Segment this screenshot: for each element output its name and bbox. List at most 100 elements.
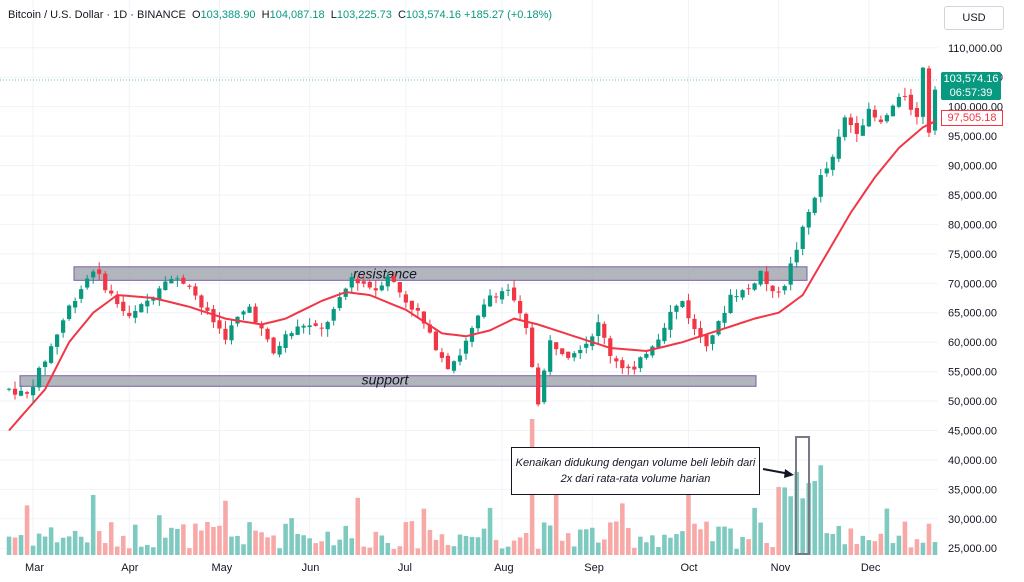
volume-bar — [481, 528, 487, 555]
candle — [151, 298, 156, 301]
x-tick-label: Nov — [771, 562, 791, 574]
currency-button[interactable]: USD — [944, 6, 1004, 30]
candle — [127, 312, 132, 317]
candle — [457, 355, 463, 362]
candle — [674, 305, 679, 312]
volume-bar — [175, 528, 180, 555]
y-tick-label: 45,000.00 — [948, 425, 997, 437]
volume-bar — [36, 533, 42, 555]
low-value: 103,225.73 — [336, 9, 392, 21]
volume-bar — [211, 526, 216, 555]
candle — [710, 335, 715, 344]
volume-bar — [601, 539, 607, 555]
volume-bar — [139, 546, 144, 555]
symbol-title[interactable]: Bitcoin / U.S. Dollar · 1D · BINANCE — [8, 9, 186, 21]
volume-bar — [421, 508, 427, 555]
candle — [97, 269, 102, 274]
candle — [181, 277, 186, 284]
candle — [253, 306, 258, 323]
volume-bar — [114, 546, 120, 555]
volume-bar — [223, 500, 228, 555]
resistance-label: resistance — [353, 265, 417, 281]
candle — [902, 95, 908, 97]
volume-bar — [415, 548, 421, 555]
volume-bar — [842, 544, 848, 555]
volume-bar — [559, 540, 565, 555]
volume-bar — [595, 542, 601, 555]
y-tick-label: 75,000.00 — [948, 249, 997, 261]
candle — [55, 334, 60, 347]
candle — [163, 281, 168, 291]
volume-bar — [78, 536, 84, 555]
time-axis[interactable]: Mar Apr May Jun Jul Aug Sep Oct Nov Dec — [25, 562, 881, 574]
candle — [836, 136, 841, 159]
candle — [439, 352, 445, 358]
volume-bar — [920, 542, 926, 555]
volume-bar — [499, 548, 505, 555]
volume-bar — [553, 494, 559, 555]
candle — [331, 309, 336, 321]
candle — [578, 349, 583, 354]
volume-bar — [259, 532, 264, 555]
volume-bar — [854, 544, 860, 555]
volume-bar — [313, 543, 318, 555]
volume-bar — [132, 524, 138, 555]
candle — [391, 276, 396, 282]
x-tick-label: Jun — [302, 562, 320, 574]
volume-bar — [680, 531, 685, 555]
volume-bar — [307, 538, 312, 555]
volume-bar — [295, 533, 300, 555]
y-tick-label: 65,000.00 — [948, 308, 997, 320]
candle — [722, 312, 727, 323]
candle — [517, 300, 523, 314]
volume-bar — [644, 542, 649, 555]
candle — [632, 366, 637, 370]
y-tick-label: 25,000.00 — [948, 543, 997, 555]
candle — [109, 290, 114, 294]
x-tick-label: Dec — [861, 562, 881, 574]
volume-bar — [451, 546, 457, 555]
volume-bar — [692, 523, 697, 555]
candle — [794, 249, 799, 263]
candle — [205, 307, 210, 311]
volume-bar — [469, 536, 475, 555]
candle — [12, 388, 18, 395]
candle — [409, 300, 414, 310]
volume-bar — [818, 465, 824, 555]
volume-bar — [505, 546, 511, 555]
candle — [896, 96, 902, 107]
volume-bar — [686, 494, 691, 555]
volume-bar — [800, 498, 805, 555]
volume-bar — [355, 497, 361, 555]
volume-bar — [205, 521, 210, 555]
candle — [18, 390, 24, 396]
candle — [686, 300, 691, 319]
volume-bar — [487, 507, 493, 555]
volume-bar — [577, 529, 583, 555]
candle — [493, 296, 499, 298]
candle — [217, 320, 222, 329]
candle — [542, 370, 547, 403]
y-tick-label: 50,000.00 — [948, 396, 997, 408]
volume-bar — [181, 524, 186, 555]
candle — [259, 323, 264, 329]
candle — [554, 342, 559, 350]
candle — [61, 320, 66, 333]
candle — [854, 123, 859, 135]
volume-bar — [872, 541, 878, 555]
candle — [241, 311, 246, 315]
candle — [926, 68, 932, 133]
volume-bar — [72, 530, 78, 555]
candle — [379, 285, 384, 291]
volume-bar — [565, 533, 571, 555]
candle — [103, 273, 108, 291]
candle — [806, 211, 811, 228]
candle — [758, 270, 763, 285]
candle — [367, 281, 372, 288]
candle — [511, 287, 517, 301]
candle — [746, 288, 751, 290]
candle — [614, 358, 619, 362]
volume-bar — [319, 541, 324, 555]
close-value: 103,574.16 — [405, 9, 461, 21]
